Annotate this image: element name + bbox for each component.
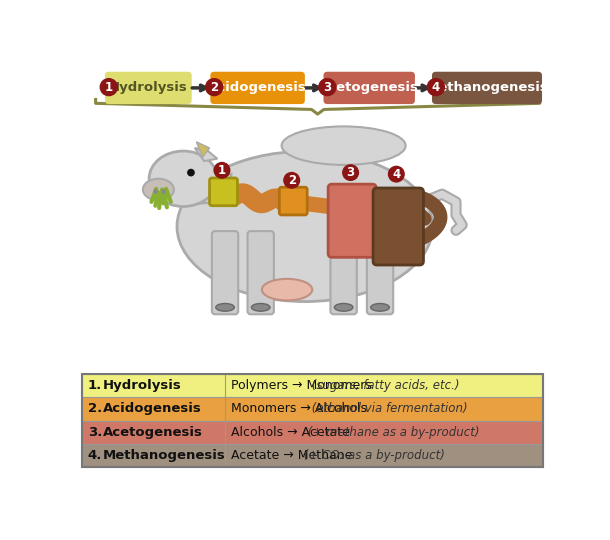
Text: 2: 2	[288, 174, 296, 187]
FancyBboxPatch shape	[373, 188, 423, 265]
Text: 2.: 2.	[88, 402, 102, 415]
Text: 1: 1	[218, 164, 226, 177]
FancyBboxPatch shape	[210, 178, 237, 206]
FancyBboxPatch shape	[82, 374, 543, 397]
Ellipse shape	[282, 126, 406, 165]
Ellipse shape	[143, 179, 174, 200]
Text: 3: 3	[346, 166, 354, 179]
Text: (+ CO₂ as a by-product): (+ CO₂ as a by-product)	[300, 449, 445, 462]
FancyBboxPatch shape	[105, 72, 192, 104]
Circle shape	[283, 172, 300, 189]
Text: Polymers → Monomers: Polymers → Monomers	[231, 380, 372, 393]
Text: Alcohols → Acetate (+ methane as a by-product): Alcohols → Acetate (+ methane as a by-pr…	[231, 426, 536, 438]
Ellipse shape	[371, 303, 389, 311]
Circle shape	[319, 79, 336, 96]
FancyBboxPatch shape	[331, 231, 357, 314]
Text: Hydrolysis: Hydrolysis	[109, 82, 188, 94]
FancyBboxPatch shape	[82, 444, 543, 467]
Circle shape	[428, 79, 444, 96]
FancyBboxPatch shape	[248, 231, 274, 314]
Text: Acetate → Methane (+ CO₂ as a by-product): Acetate → Methane (+ CO₂ as a by-product…	[231, 449, 506, 462]
Text: (ethanol via fermentation): (ethanol via fermentation)	[308, 402, 467, 415]
Polygon shape	[195, 148, 217, 161]
Text: Polymers → Monomers (sugars, fatty acids, etc.): Polymers → Monomers (sugars, fatty acids…	[231, 380, 533, 393]
Text: 1.: 1.	[88, 380, 102, 393]
FancyBboxPatch shape	[323, 72, 415, 104]
Polygon shape	[196, 142, 210, 157]
Circle shape	[100, 79, 117, 96]
Ellipse shape	[262, 279, 312, 300]
Text: Acetogenesis: Acetogenesis	[102, 426, 203, 438]
FancyBboxPatch shape	[210, 72, 305, 104]
Text: 2: 2	[210, 80, 218, 93]
Text: 1: 1	[105, 80, 113, 93]
Ellipse shape	[334, 303, 353, 311]
Text: 3: 3	[323, 80, 331, 93]
Ellipse shape	[251, 303, 270, 311]
Text: Monomers → Alcohols: Monomers → Alcohols	[231, 402, 367, 415]
FancyBboxPatch shape	[82, 397, 543, 421]
Text: Methanogenesis: Methanogenesis	[102, 449, 225, 462]
Text: 4: 4	[432, 80, 440, 93]
Circle shape	[388, 166, 405, 183]
Text: Hydrolysis: Hydrolysis	[102, 380, 181, 393]
Text: (sugars, fatty acids, etc.): (sugars, fatty acids, etc.)	[308, 380, 459, 393]
FancyBboxPatch shape	[212, 231, 239, 314]
Circle shape	[342, 164, 359, 181]
FancyBboxPatch shape	[432, 72, 542, 104]
Text: Acetogenesis: Acetogenesis	[319, 82, 419, 94]
Text: 4: 4	[392, 167, 400, 181]
Text: Methanogenesis: Methanogenesis	[426, 82, 548, 94]
Text: Acetate → Methane: Acetate → Methane	[231, 449, 353, 462]
Text: Acidogenesis: Acidogenesis	[102, 402, 201, 415]
Ellipse shape	[216, 303, 234, 311]
FancyBboxPatch shape	[279, 187, 307, 215]
Ellipse shape	[149, 151, 217, 206]
Text: Acidogenesis: Acidogenesis	[208, 82, 307, 94]
Text: 4.: 4.	[88, 449, 102, 462]
Text: 3.: 3.	[88, 426, 102, 438]
Polygon shape	[196, 174, 231, 204]
FancyBboxPatch shape	[82, 421, 543, 444]
FancyBboxPatch shape	[328, 184, 376, 257]
Ellipse shape	[177, 151, 432, 301]
Circle shape	[187, 168, 195, 177]
FancyBboxPatch shape	[367, 231, 393, 314]
Text: Alcohols → Acetate: Alcohols → Acetate	[231, 426, 350, 438]
Text: Monomers → Alcohols (ethanol via fermentation): Monomers → Alcohols (ethanol via ferment…	[231, 402, 536, 415]
Circle shape	[214, 162, 231, 179]
Circle shape	[206, 79, 223, 96]
Text: (+ methane as a by-product): (+ methane as a by-product)	[304, 426, 479, 438]
